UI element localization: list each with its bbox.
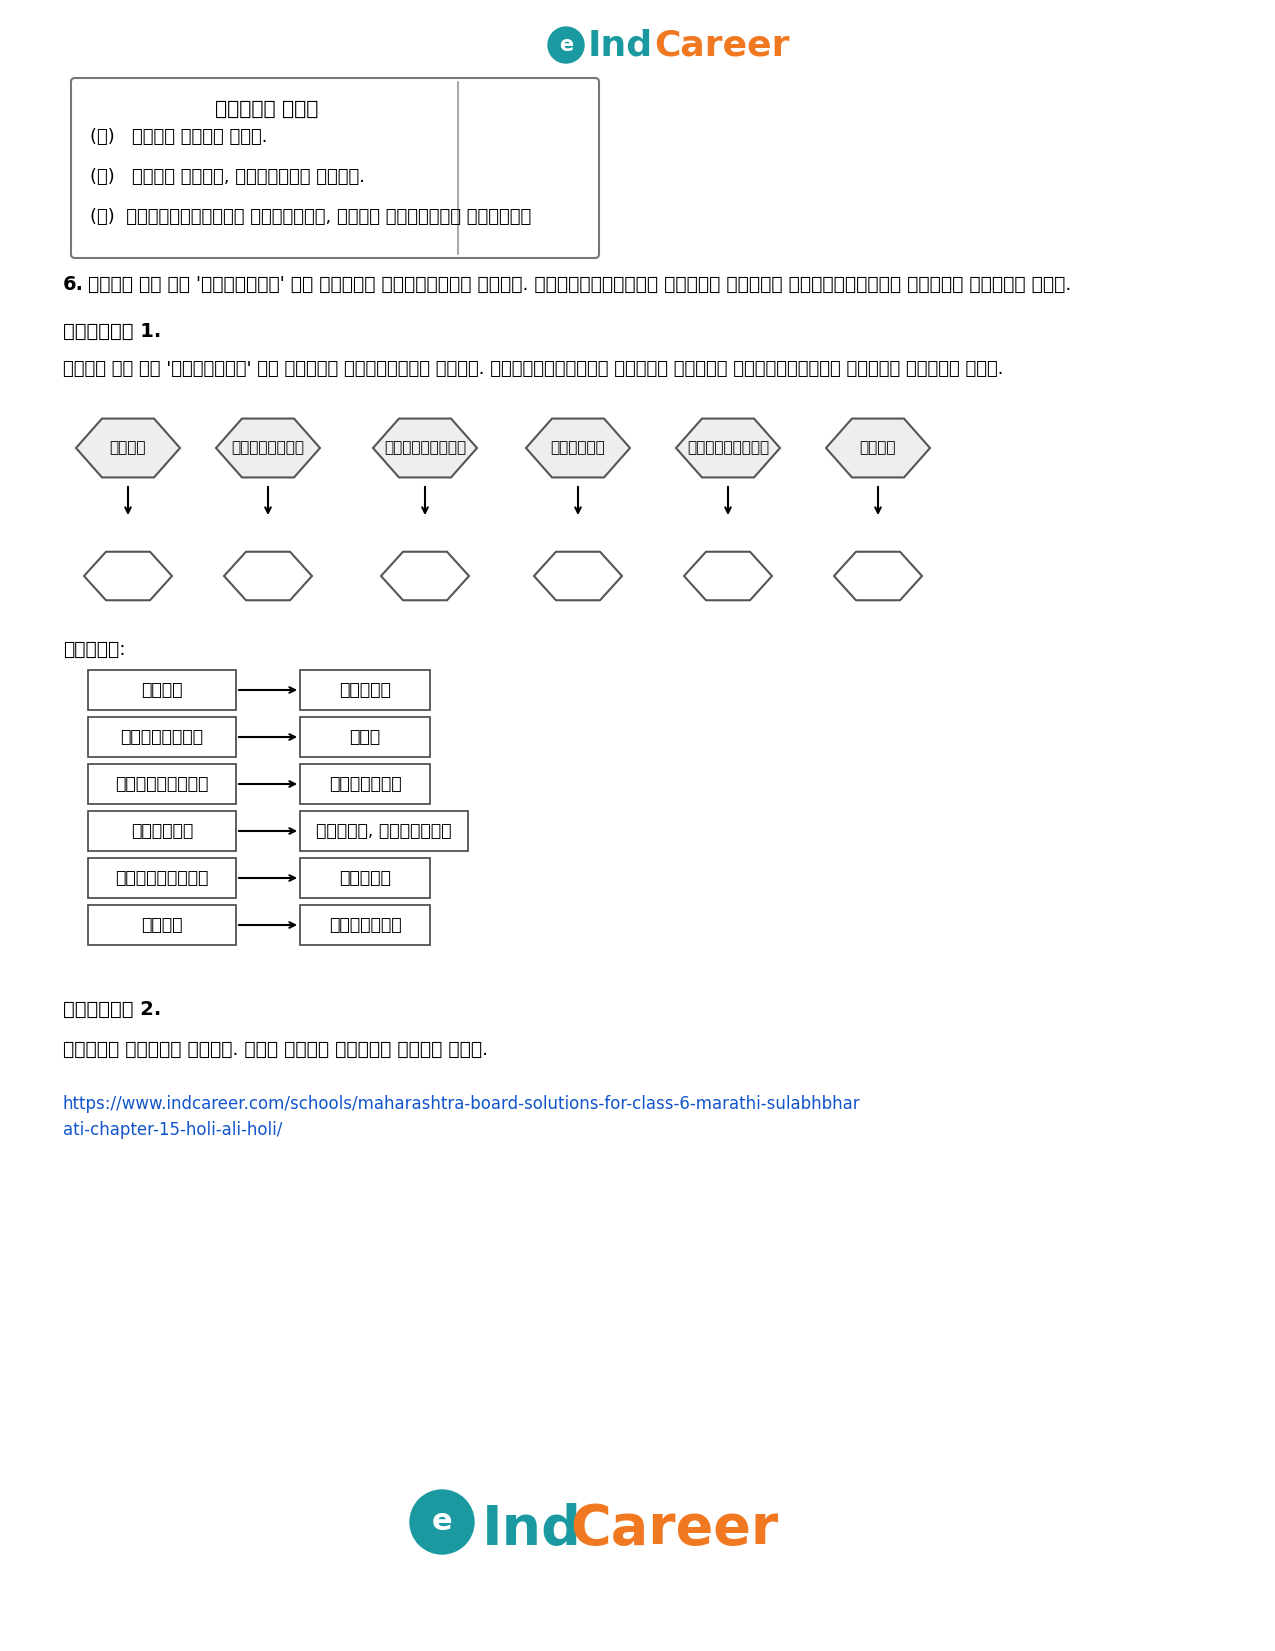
FancyBboxPatch shape — [300, 764, 430, 804]
Text: सूचना फलक: सूचना फलक — [215, 101, 319, 119]
Text: होळी हा सण 'फाल्गुन' या मराठी महिन्यात येतो. त्याप्रमाणे खालील तक्ता दिनदर्शिका : होळी हा सण 'फाल्गुन' या मराठी महिन्यात य… — [82, 276, 1071, 294]
FancyBboxPatch shape — [300, 717, 430, 758]
Text: दिवाळी: दिवाळी — [551, 441, 606, 456]
Text: होळी हा सण 'फाल्गुन' या मराठी महिन्यात येतो. त्याप्रमाणे खालील तक्ता दिनदर्शिका : होळी हा सण 'फाल्गुन' या मराठी महिन्यात य… — [62, 360, 1003, 378]
Text: e: e — [432, 1507, 453, 1537]
Text: प्रश्न 1.: प्रश्न 1. — [62, 322, 161, 342]
Text: दसरा: दसरा — [142, 680, 182, 698]
FancyBboxPatch shape — [300, 670, 430, 710]
Text: Career: Career — [654, 28, 789, 63]
Polygon shape — [683, 551, 771, 601]
Polygon shape — [534, 551, 622, 601]
Text: (३)  पर्यावरणाचे संवर्धन, होईल जीवनाचे नंदनवन: (३) पर्यावरणाचे संवर्धन, होईल जीवनाचे नं… — [91, 208, 532, 226]
Text: गणेशोत्सव: गणेशोत्सव — [115, 774, 209, 792]
Text: Ind: Ind — [482, 1502, 581, 1555]
Polygon shape — [224, 551, 312, 601]
Polygon shape — [834, 551, 922, 601]
Polygon shape — [374, 419, 477, 477]
Text: भाद्रपद: भाद्रपद — [329, 774, 402, 792]
Polygon shape — [527, 419, 630, 477]
Polygon shape — [76, 419, 180, 477]
Text: https://www.indcareer.com/schools/maharashtra-board-solutions-for-class-6-marath: https://www.indcareer.com/schools/mahara… — [62, 1095, 861, 1113]
Text: ati-chapter-15-holi-ali-holi/: ati-chapter-15-holi-ali-holi/ — [62, 1121, 282, 1139]
Text: प्रश्न 2.: प्रश्न 2. — [62, 1001, 161, 1019]
FancyBboxPatch shape — [300, 905, 430, 944]
Text: संक्रांत: संक्रांत — [232, 441, 305, 456]
FancyBboxPatch shape — [71, 78, 599, 258]
Text: पौष: पौष — [349, 728, 380, 746]
FancyBboxPatch shape — [88, 670, 236, 710]
Polygon shape — [381, 551, 469, 601]
Text: दसरा: दसरा — [110, 441, 147, 456]
Text: दिवाळी: दिवाळी — [131, 822, 193, 840]
Text: e: e — [558, 35, 574, 54]
Text: होळी: होळी — [142, 916, 182, 934]
FancyBboxPatch shape — [300, 811, 468, 850]
Circle shape — [548, 26, 584, 63]
Text: संक्रांत: संक्रांत — [121, 728, 204, 746]
FancyBboxPatch shape — [88, 905, 236, 944]
Text: चैत्र: चैत्र — [339, 868, 391, 887]
Text: फाल्गुन: फाल्गुन — [329, 916, 402, 934]
FancyBboxPatch shape — [88, 764, 236, 804]
FancyBboxPatch shape — [88, 811, 236, 850]
Text: आशिवन: आशिवन — [339, 680, 391, 698]
Text: गणेशोत्सव: गणेशोत्सव — [384, 441, 467, 456]
Polygon shape — [676, 419, 780, 477]
Text: Ind: Ind — [588, 28, 653, 63]
Text: उत्तर:: उत्तर: — [62, 641, 126, 659]
FancyBboxPatch shape — [88, 717, 236, 758]
Text: (२)   झाडे लावा, प्रदूषण टाळा.: (२) झाडे लावा, प्रदूषण टाळा. — [91, 168, 365, 187]
Text: 6.: 6. — [62, 276, 84, 294]
Text: आशिवन, कार्तिक: आशिवन, कार्तिक — [316, 822, 451, 840]
Polygon shape — [215, 419, 320, 477]
Text: Career: Career — [570, 1502, 778, 1555]
Circle shape — [411, 1489, 474, 1554]
Text: होळी: होळी — [859, 441, 896, 456]
FancyBboxPatch shape — [88, 859, 236, 898]
Polygon shape — [826, 419, 929, 477]
FancyBboxPatch shape — [300, 859, 430, 898]
Text: गुढीपाडवा: गुढीपाडवा — [687, 441, 769, 456]
Polygon shape — [84, 551, 172, 601]
Text: खालील सूचना वाचा. अशा आणखी सूचना तयार करा.: खालील सूचना वाचा. अशा आणखी सूचना तयार कर… — [62, 1040, 488, 1058]
Text: गुढीपाडवा: गुढीपाडवा — [115, 868, 209, 887]
Text: (१)   झाडे तोडू नका.: (१) झाडे तोडू नका. — [91, 129, 268, 145]
